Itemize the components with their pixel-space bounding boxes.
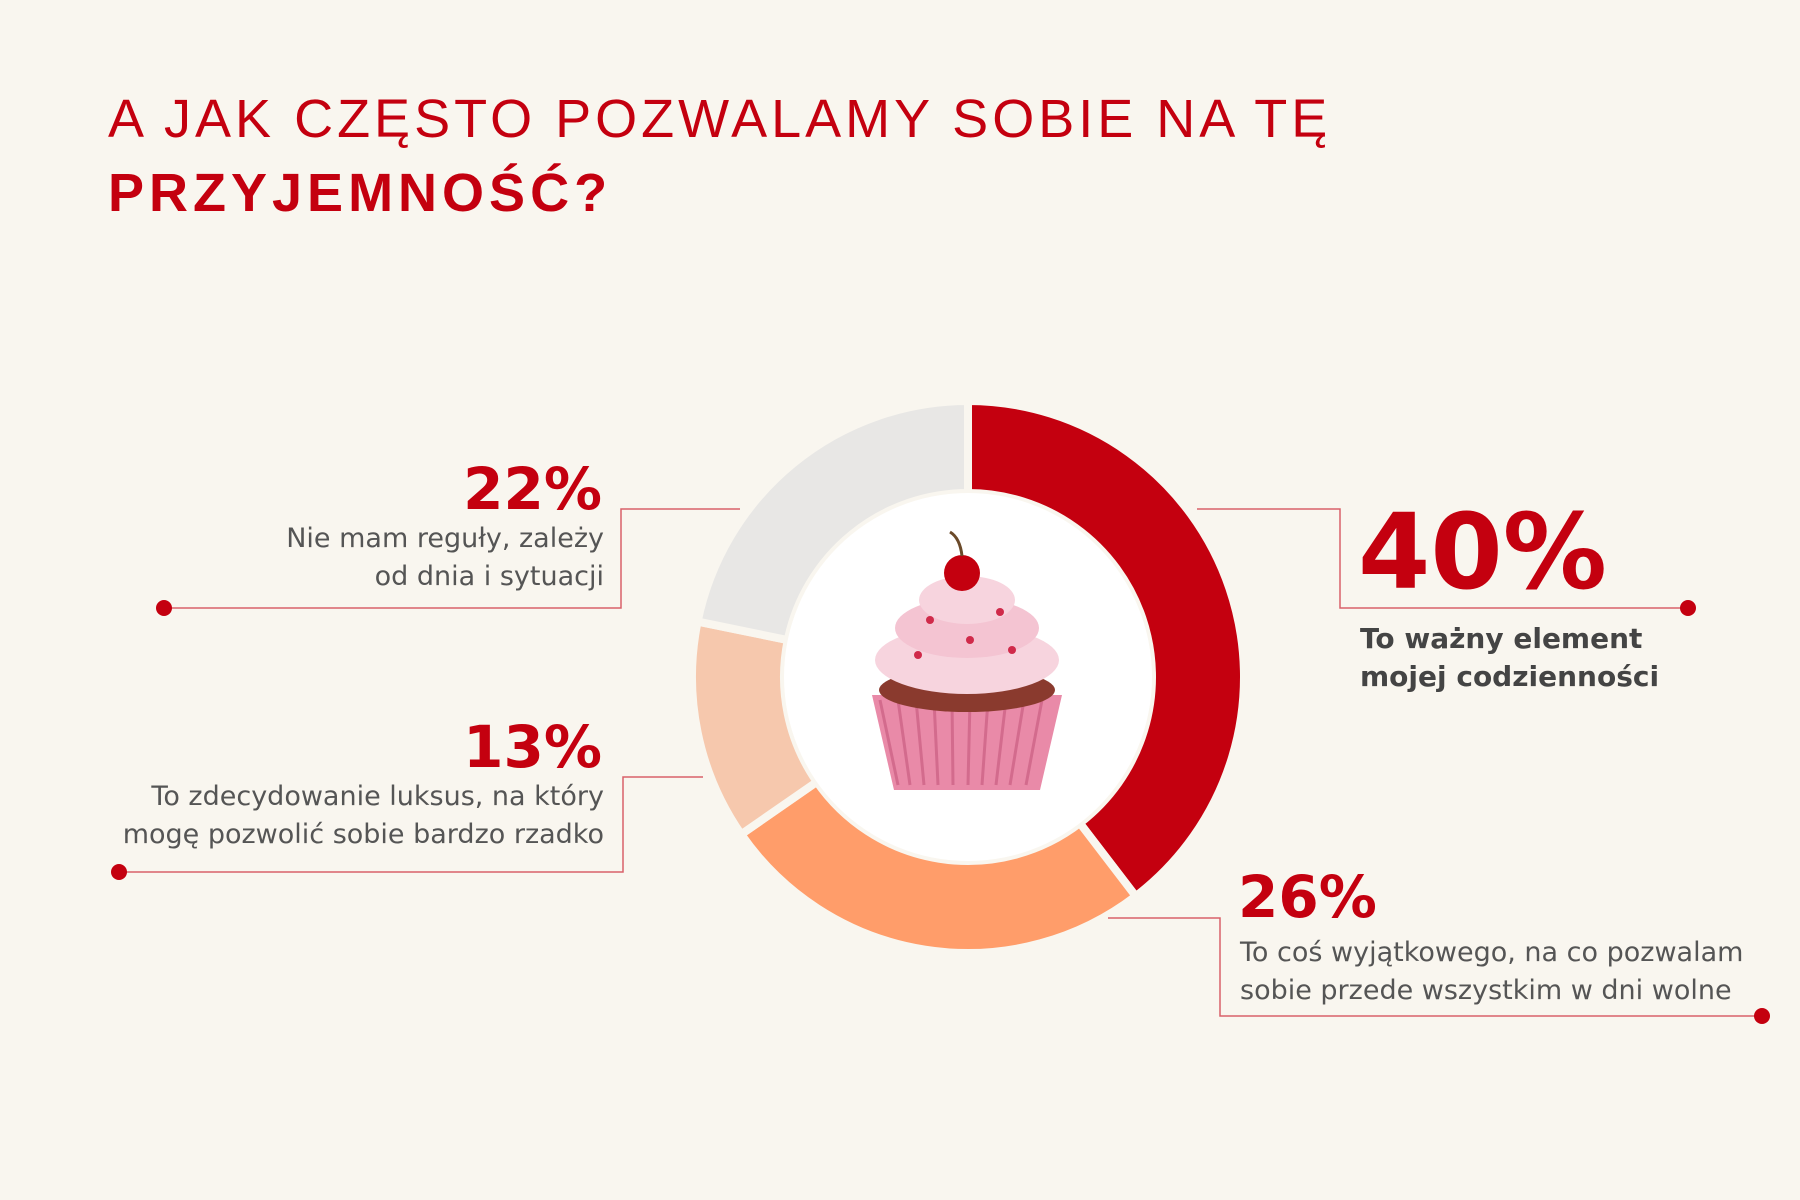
- leader-dot: [111, 864, 127, 880]
- category-label: Nie mam reguły, zależy od dnia i sytuacj…: [286, 523, 604, 592]
- leader-line: [119, 776, 703, 873]
- cupcake-illustration: [784, 493, 1152, 861]
- value-label: 22%: [463, 455, 602, 523]
- value-label: 40%: [1358, 491, 1607, 613]
- leader-line: [1197, 508, 1688, 609]
- category-label: To coś wyjątkowego, na co pozwalam sobie…: [1240, 937, 1744, 1006]
- category-label: To zdecydowanie luksus, na który mogę po…: [122, 781, 604, 850]
- leader-line: [1108, 917, 1762, 1017]
- leader-dot: [156, 600, 172, 616]
- title-line-1: A JAK CZĘSTO POZWALAMY SOBIE NA TĘ: [108, 89, 1332, 149]
- value-label: 26%: [1238, 863, 1377, 931]
- leader-dot: [1680, 600, 1696, 616]
- value-label: 13%: [463, 713, 602, 781]
- category-label: To ważny element mojej codzienności: [1360, 622, 1660, 693]
- title-line-2: PRZYJEMNOŚĆ?: [108, 163, 613, 223]
- leader-line: [164, 508, 740, 609]
- leader-dot: [1754, 1008, 1770, 1024]
